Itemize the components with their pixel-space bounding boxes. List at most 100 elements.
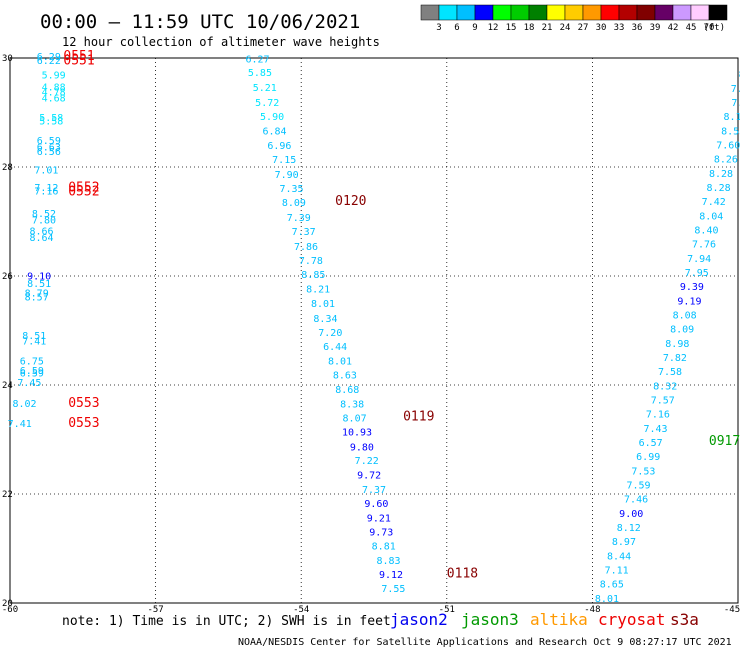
swh-value: 8.01 [328,356,352,367]
colorbar-swatch [528,4,548,21]
swh-value: 7.16 [34,186,58,197]
y-tick-label: 30 [2,54,13,64]
swh-value: 6.96 [267,141,291,152]
swh-value: 9.60 [364,499,388,510]
swh-value: 7.43 [643,424,667,435]
colorbar-label: 27 [578,23,589,33]
colorbar-swatch [672,4,692,21]
colorbar-swatch [708,4,728,21]
colorbar-swatch [546,4,566,21]
swh-value: 8.14 [724,112,740,123]
swh-value: 6.44 [323,342,347,353]
swh-value: 7.39 [287,213,311,224]
swh-value: 7.94 [687,254,711,265]
colorbar-swatch [420,4,440,21]
colorbar: 3 6 9 12 15 18 21 24 27 30 33 36 39 42 45 70(ft) [420,4,728,33]
swh-value: 7.95 [685,268,709,279]
swh-value: 7.60 [716,140,740,151]
swh-value: 8.04 [699,211,723,222]
swh-value: 10.93 [342,428,372,439]
swh-value: 8.26 [714,155,738,166]
swh-value: 8.85 [301,270,325,281]
colorbar-label: 45 [686,23,697,33]
swh-value: 7.42 [702,197,726,208]
swh-value: 8.44 [607,551,631,562]
swh-value: 8.28 [709,169,733,180]
swh-value: 8.51 [27,279,51,290]
legend-entry-altika: altika [530,610,588,629]
colorbar-swatch [654,4,674,21]
swh-value: 8.57 [25,293,49,304]
swh-value: 9.73 [369,527,393,538]
swh-value: 9.19 [677,296,701,307]
swh-value: 6.84 [262,126,286,137]
swh-value: 8.09 [670,325,694,336]
swh-value: 4.78 [42,88,66,99]
colorbar-label: 12 [488,23,499,33]
swh-value: 7.53 [631,466,655,477]
swh-value: 6.56 [37,147,61,158]
colorbar-swatch [618,4,638,21]
swh-value: 9.21 [367,513,391,524]
x-tick-label: -60 [2,605,18,615]
colorbar-swatch [690,4,710,21]
pass-time-label: 0551 [63,49,94,64]
colorbar-swatch [438,4,458,21]
swh-value: 7.76 [692,240,716,251]
swh-value: 8.07 [343,414,367,425]
swh-value: 7.37 [292,227,316,238]
swh-value: 6.59 [37,136,61,147]
pass-time-label: 0552 [68,184,99,199]
swh-value: 6.57 [639,438,663,449]
swh-value: 7.15 [272,155,296,166]
swh-value: 9.39 [680,282,704,293]
swh-value: 7.12 [34,183,58,194]
swh-value: 8.52 [32,209,56,220]
colorbar-swatch [636,4,656,21]
swh-value: 5.21 [253,83,277,94]
swh-value: 8.63 [333,370,357,381]
swh-value: 8.55 [721,126,740,137]
colorbar-label: 6 [454,23,459,33]
swh-value: 9.80 [350,442,374,453]
pass-time-label: 0119 [403,409,434,424]
swh-value: 8.01 [311,299,335,310]
colorbar-swatch [456,4,476,21]
swh-value: 6.75 [20,356,44,367]
swh-value: 8.40 [694,225,718,236]
y-tick-label: 22 [2,490,13,500]
x-tick-label: -57 [147,605,163,615]
swh-value: 8.09 [282,198,306,209]
swh-value: 7.45 [17,378,41,389]
swh-value: 8.98 [665,339,689,350]
legend-entry-s3a: s3a [670,610,699,629]
legend-entry-jason3: jason3 [461,610,519,629]
swh-value: 8.97 [612,537,636,548]
colorbar-label: 36 [632,23,643,33]
x-tick-label: -48 [584,605,600,615]
swh-value: 6.27 [245,54,269,65]
pass-time-label: 0917 [709,434,740,449]
pass-time-label: 0120 [335,194,366,209]
colorbar-label: 15 [506,23,517,33]
swh-value: 4.88 [42,83,66,94]
swh-value: 7.16 [646,410,670,421]
swh-value: 5.90 [260,112,284,123]
swh-value: 7.01 [34,166,58,177]
colorbar-label: 3 [436,23,441,33]
legend-entry-jason2: jason2 [390,610,448,629]
swh-value: 5.58 [39,113,63,124]
swh-value: 7.41 [8,419,32,430]
colorbar-label: 30 [596,23,607,33]
colorbar-label: 21 [542,23,553,33]
swh-value: 7.11 [605,566,629,577]
swh-value: 8.28 [707,183,731,194]
swh-value: 8.12 [617,523,641,534]
swh-value: 7.20 [318,328,342,339]
swh-value: 8.34 [313,314,337,325]
swh-value: 6.29 [37,52,61,63]
swh-value: 4.68 [42,94,66,105]
x-tick-label: -54 [293,605,309,615]
chart-subtitle: 12 hour collection of altimeter wave hei… [62,35,380,49]
